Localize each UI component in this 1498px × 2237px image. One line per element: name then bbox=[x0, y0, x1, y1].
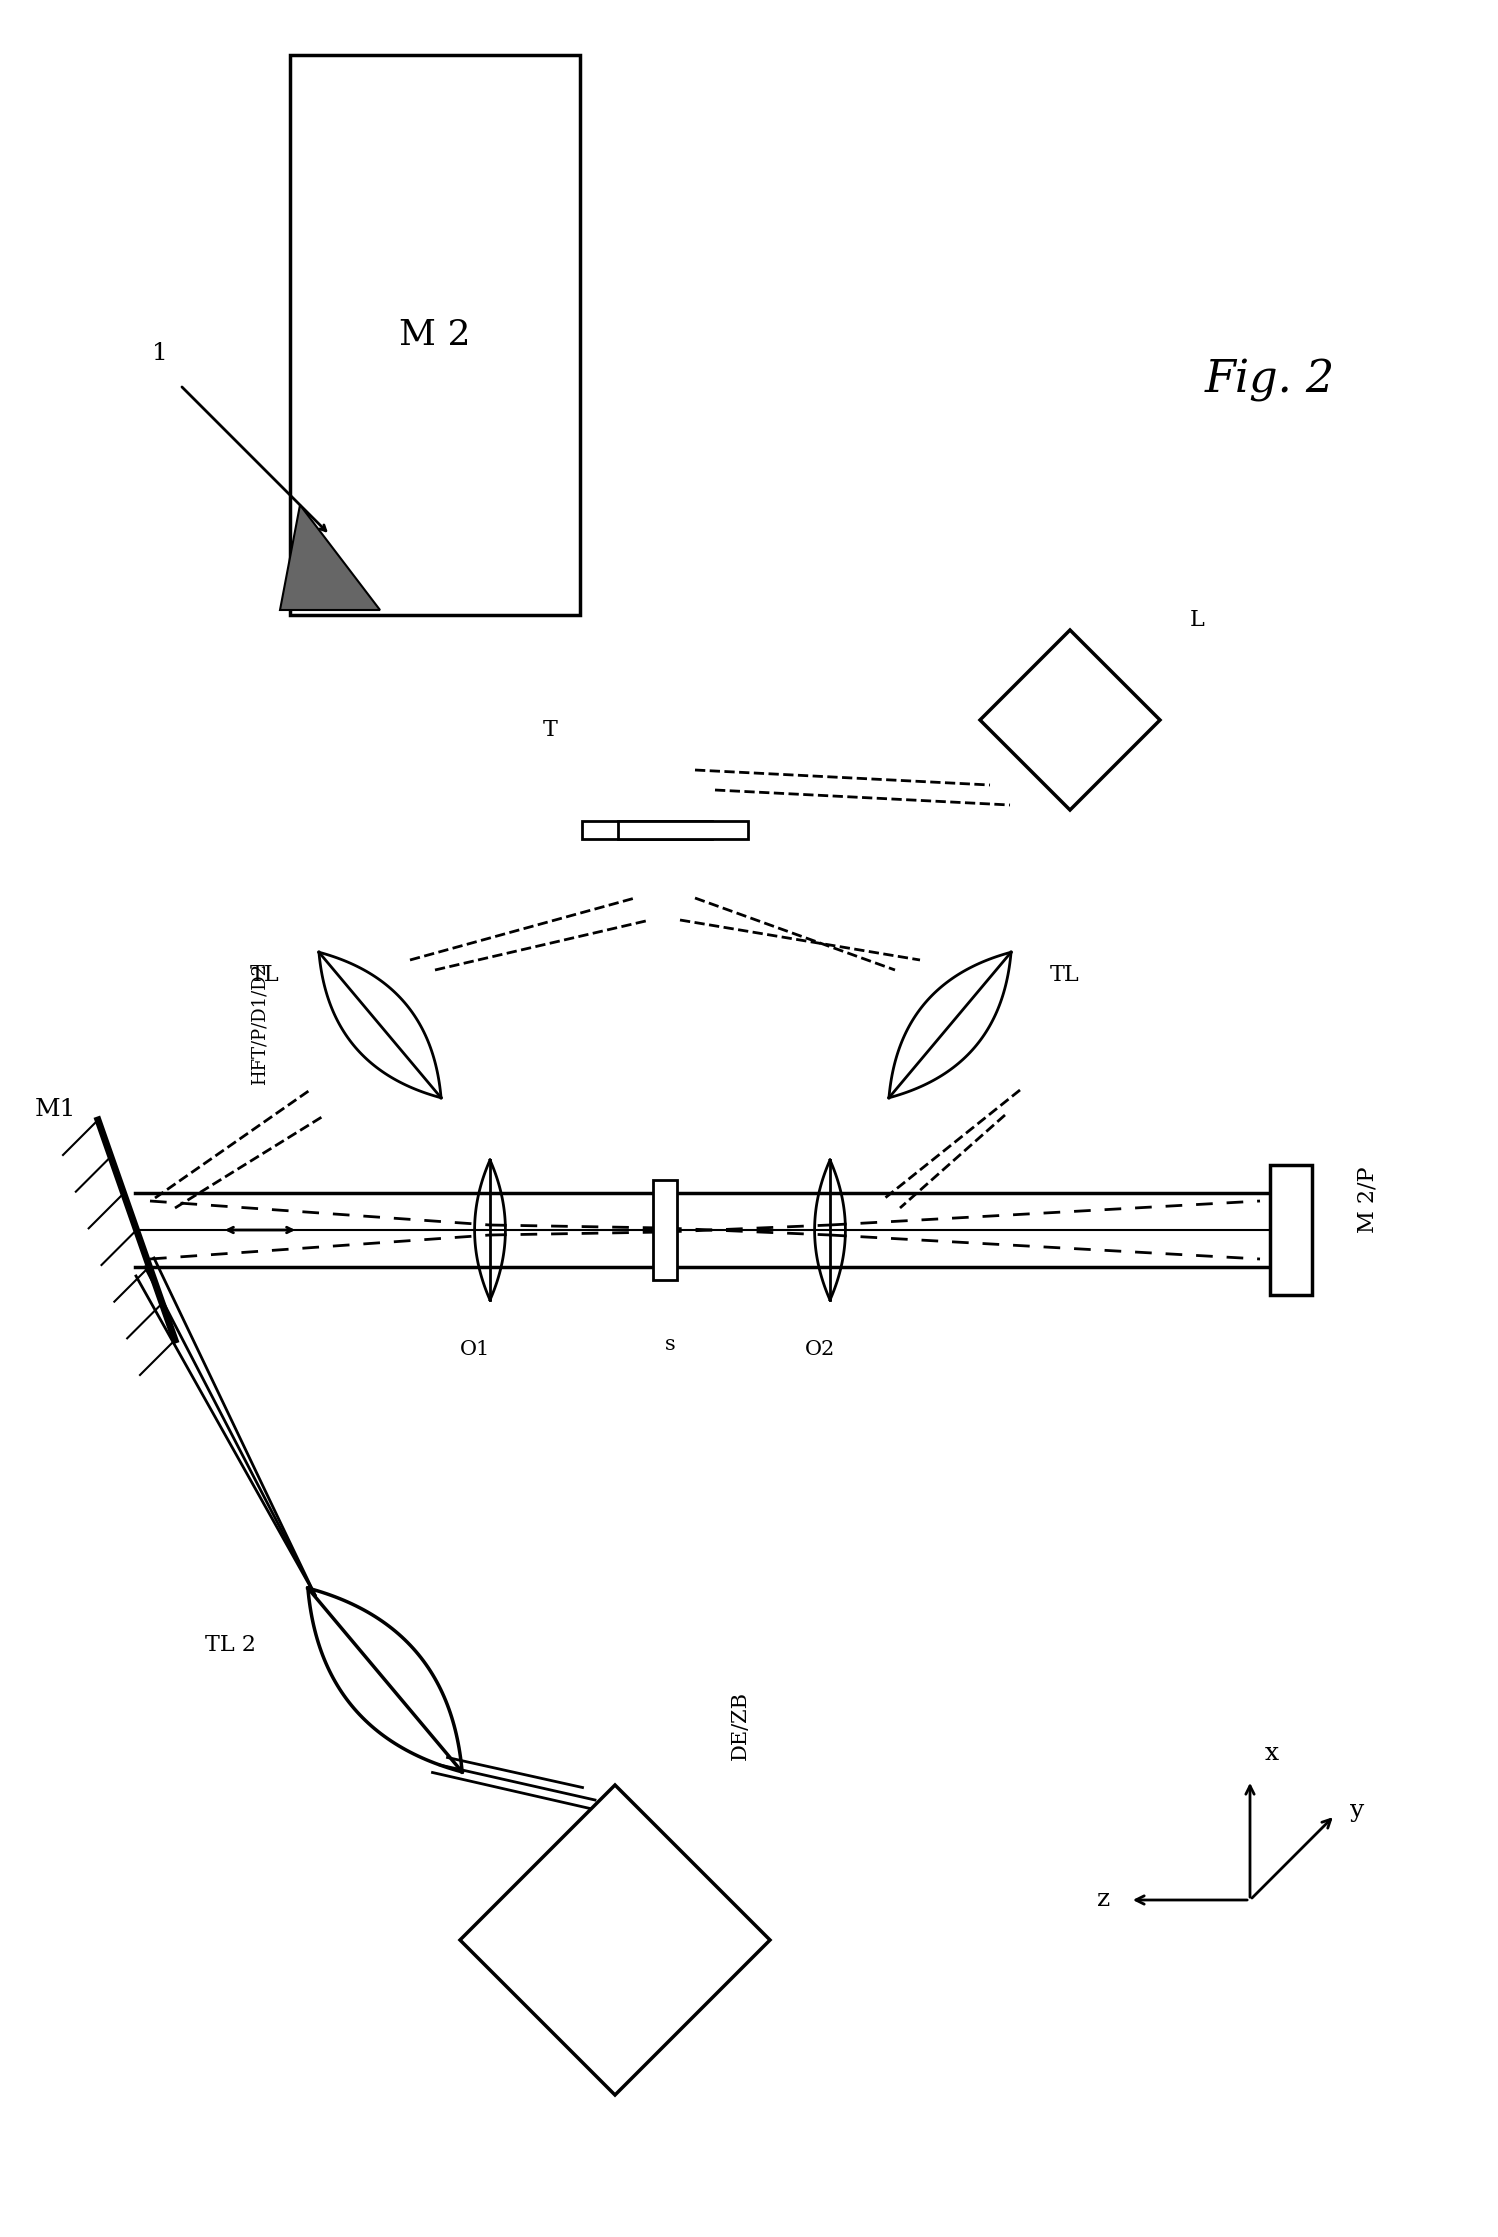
Text: 1: 1 bbox=[153, 342, 168, 365]
Text: s: s bbox=[665, 1335, 676, 1353]
Text: TL 2: TL 2 bbox=[205, 1633, 256, 1655]
Text: Fig. 2: Fig. 2 bbox=[1204, 358, 1335, 403]
Text: y: y bbox=[1350, 1799, 1365, 1821]
Text: z: z bbox=[1097, 1888, 1110, 1910]
Text: M1: M1 bbox=[34, 1098, 76, 1121]
Text: M 2: M 2 bbox=[400, 318, 470, 351]
Polygon shape bbox=[460, 1785, 770, 2096]
Bar bbox=[653, 1179, 677, 1280]
Text: x: x bbox=[1264, 1743, 1279, 1765]
Text: DE/ZB: DE/ZB bbox=[731, 1691, 749, 1761]
Text: TL: TL bbox=[1050, 964, 1080, 987]
Polygon shape bbox=[280, 506, 380, 611]
Text: T: T bbox=[542, 718, 557, 740]
Text: L: L bbox=[1189, 608, 1204, 631]
Text: O1: O1 bbox=[460, 1340, 490, 1360]
Text: O2: O2 bbox=[804, 1340, 834, 1360]
Text: HFT/P/D1/D2: HFT/P/D1/D2 bbox=[252, 962, 270, 1085]
Text: M 2/P: M 2/P bbox=[1356, 1168, 1378, 1233]
Bar bbox=[1270, 1165, 1312, 1295]
Polygon shape bbox=[619, 821, 748, 839]
Polygon shape bbox=[980, 631, 1159, 810]
Polygon shape bbox=[583, 821, 712, 839]
Bar bbox=[291, 56, 580, 615]
Text: TL: TL bbox=[250, 964, 280, 987]
